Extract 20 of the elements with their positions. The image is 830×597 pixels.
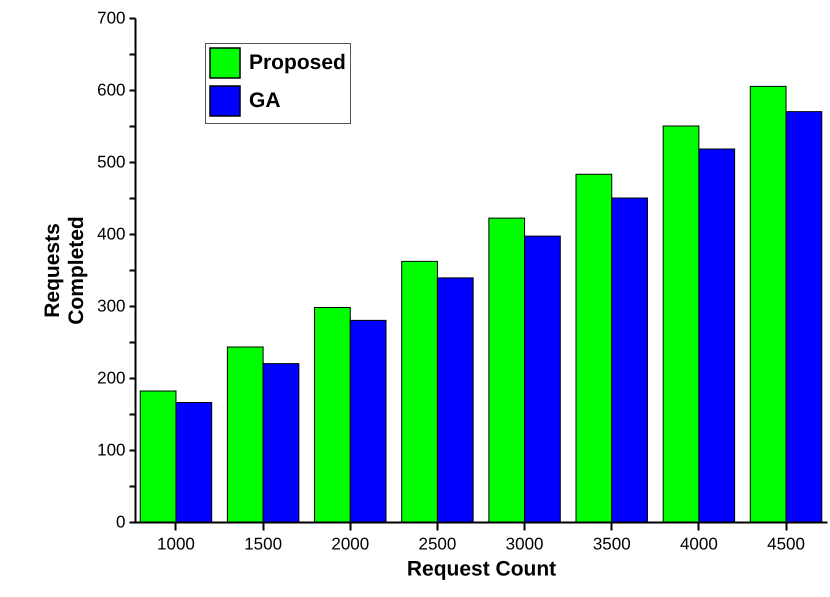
legend-label: Proposed: [249, 51, 346, 74]
y-tick-label: 300: [97, 296, 126, 316]
x-tick-label: 3000: [506, 534, 544, 554]
x-tick-label: 2000: [331, 534, 370, 554]
y-tick-label: 400: [97, 224, 126, 244]
y-tick-label: 200: [97, 368, 126, 388]
x-tick-label: 4000: [680, 534, 718, 554]
x-tick-label: 1000: [157, 534, 195, 554]
y-tick-label: 500: [97, 152, 126, 172]
y-tick-label: 0: [116, 512, 126, 532]
y-tick-label: 700: [97, 8, 126, 28]
x-tick-label: 1500: [244, 534, 282, 554]
x-tick-label: 2500: [418, 534, 456, 554]
y-tick-label: 100: [97, 440, 126, 460]
x-tick-label: 3500: [592, 534, 631, 554]
x-axis-title: Request Count: [406, 558, 556, 580]
legend-label: GA: [249, 89, 280, 112]
y-tick-label: 600: [97, 80, 126, 100]
x-tick-label: 4500: [767, 534, 805, 554]
y-axis-title: Requests Completed: [41, 216, 88, 325]
